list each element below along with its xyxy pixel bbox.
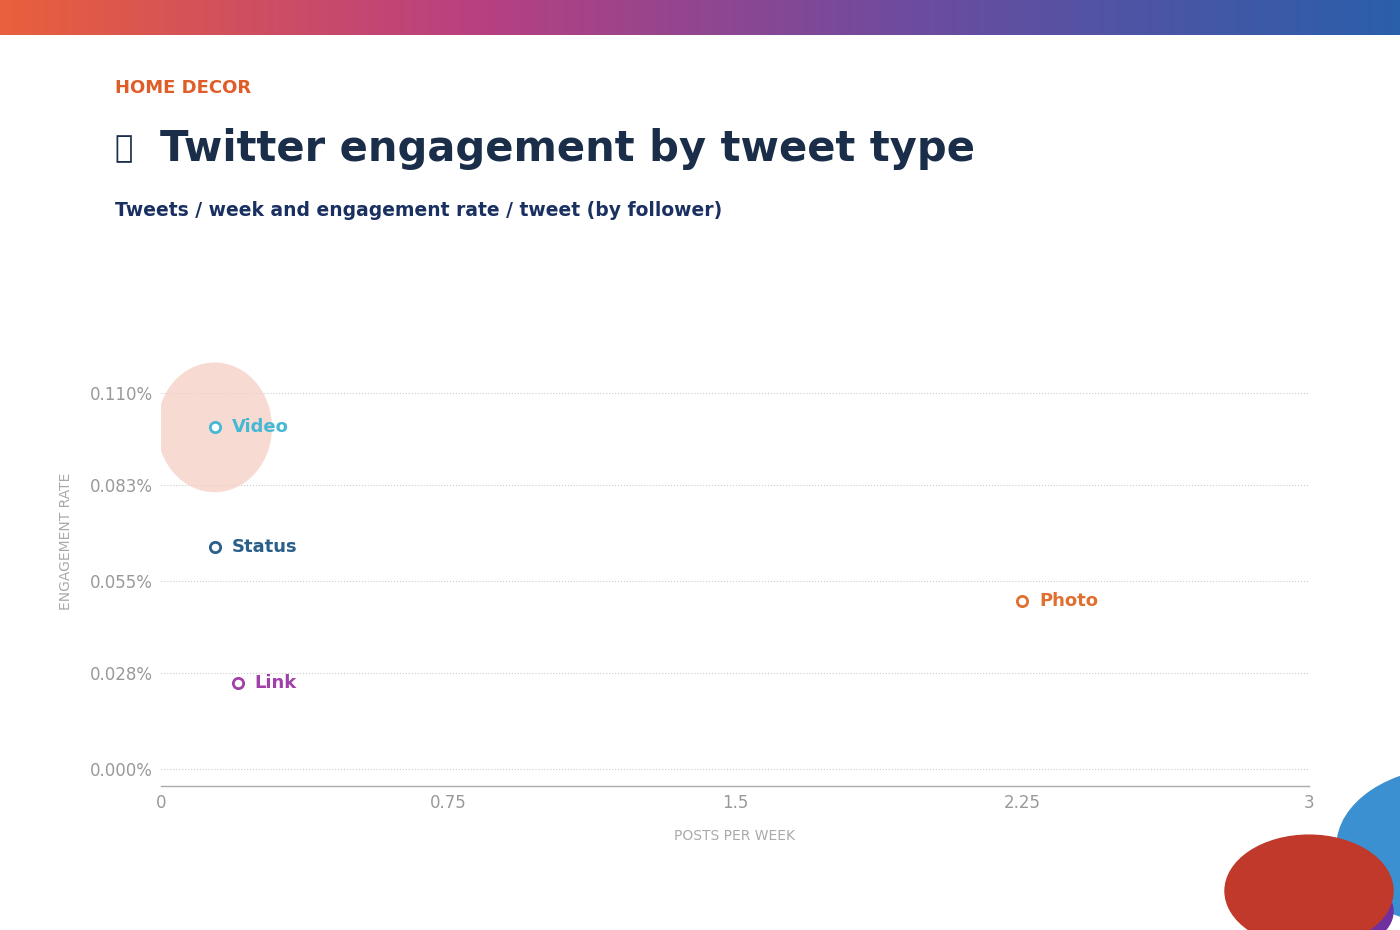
Text: Link: Link: [255, 674, 297, 693]
Text: HOME DECOR: HOME DECOR: [115, 79, 251, 97]
Text: Status: Status: [232, 538, 297, 556]
Text: Tweets / week and engagement rate / tweet (by follower): Tweets / week and engagement rate / twee…: [115, 201, 722, 219]
Y-axis label: ENGAGEMENT RATE: ENGAGEMENT RATE: [59, 473, 73, 610]
Point: [203, 420, 225, 435]
X-axis label: POSTS PER WEEK: POSTS PER WEEK: [675, 829, 795, 843]
Point: [203, 539, 225, 554]
Text: Twitter engagement by tweet type: Twitter engagement by tweet type: [160, 127, 974, 170]
Text: Rival: Rival: [1247, 839, 1302, 857]
Point: [1011, 594, 1033, 609]
Text: Photo: Photo: [1039, 592, 1098, 610]
Text: 🐦: 🐦: [115, 134, 133, 164]
Text: Video: Video: [232, 418, 288, 436]
Ellipse shape: [157, 363, 272, 492]
Text: IQ: IQ: [1259, 870, 1289, 895]
Point: [227, 676, 249, 691]
